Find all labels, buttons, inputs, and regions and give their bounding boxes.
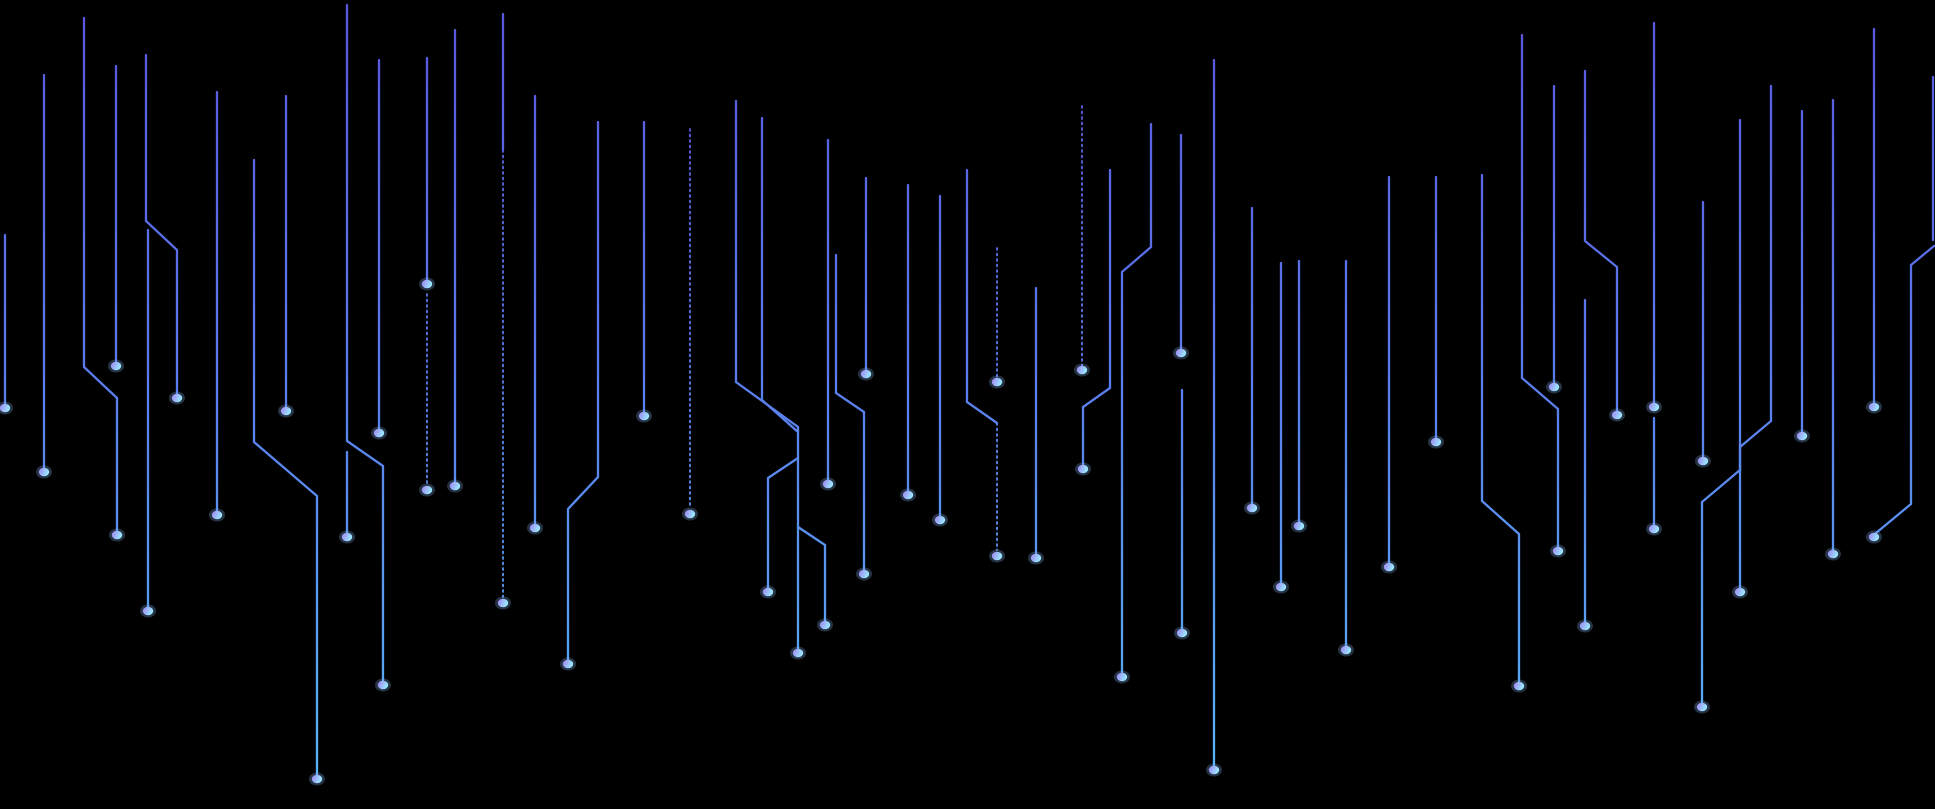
trace-endpoint-dot: [1076, 365, 1088, 375]
trace-endpoint-dot: [822, 479, 834, 489]
circuit-trace: [1874, 244, 1935, 535]
trace-endpoint-dot: [1513, 681, 1525, 691]
trace-endpoint-dot: [1796, 431, 1808, 441]
trace-endpoint-dot: [902, 490, 914, 500]
circuit-trace: [1480, 173, 1521, 684]
trace-endpoint-dot: [991, 551, 1003, 561]
trace-endpoint-dot: [38, 467, 50, 477]
circuit-trace: [1738, 84, 1773, 590]
trace-endpoint-dot: [1868, 402, 1880, 412]
trace-endpoint-dot: [762, 587, 774, 597]
trace-endpoint-dot: [497, 598, 509, 608]
trace-endpoint-dot: [1077, 464, 1089, 474]
trace-endpoint-dot: [421, 485, 433, 495]
trace-endpoint-dot: [562, 659, 574, 669]
trace-endpoint-dot: [1552, 546, 1564, 556]
circuit-trace: [834, 253, 866, 572]
trace-endpoint-dot: [529, 523, 541, 533]
circuit-trace: [566, 120, 600, 662]
trace-endpoint-dot: [1030, 553, 1042, 563]
trace-endpoint-dot: [449, 481, 461, 491]
trace-endpoint-dot: [421, 279, 433, 289]
trace-endpoint-dot: [860, 369, 872, 379]
circuit-trace: [965, 168, 999, 425]
trace-endpoint-dot: [1340, 645, 1352, 655]
trace-endpoint-dot: [1696, 702, 1708, 712]
trace-endpoint-dot: [1579, 621, 1591, 631]
dot-layer: [0, 277, 1882, 786]
trace-endpoint-dot: [280, 406, 292, 416]
trace-endpoint-dot: [638, 411, 650, 421]
circuit-trace: [1120, 122, 1153, 675]
trace-endpoint-dot: [341, 532, 353, 542]
trace-endpoint-dot: [0, 403, 11, 413]
trace-endpoint-dot: [111, 530, 123, 540]
circuit-trace: [1583, 69, 1619, 413]
trace-endpoint-dot: [373, 428, 385, 438]
circuit-trace: [345, 3, 385, 683]
trace-endpoint-dot: [1697, 456, 1709, 466]
circuit-trace: [766, 456, 800, 590]
trace-endpoint-dot: [1246, 503, 1258, 513]
trace-endpoint-dot: [819, 620, 831, 630]
trace-endpoint-dot: [1116, 672, 1128, 682]
trace-endpoint-dot: [934, 515, 946, 525]
trace-endpoint-dot: [792, 648, 804, 658]
trace-endpoint-dot: [1734, 587, 1746, 597]
circuit-trace: [144, 53, 179, 396]
trace-endpoint-dot: [1868, 532, 1880, 542]
trace-endpoint-dot: [110, 361, 122, 371]
circuit-trace: [1700, 118, 1742, 705]
trace-endpoint-dot: [1430, 437, 1442, 447]
trace-endpoint-dot: [1275, 582, 1287, 592]
trace-endpoint-dot: [1293, 521, 1305, 531]
trace-endpoint-dot: [142, 606, 154, 616]
circuit-trace: [760, 116, 800, 434]
trace-endpoint-dot: [1648, 524, 1660, 534]
trace-endpoint-dot: [858, 569, 870, 579]
trace-endpoint-dot: [1648, 402, 1660, 412]
circuit-trace: [796, 525, 827, 623]
trace-endpoint-dot: [1548, 382, 1560, 392]
trace-endpoint-dot: [377, 680, 389, 690]
trace-endpoint-dot: [684, 509, 696, 519]
trace-layer: [3, 3, 1935, 777]
trace-endpoint-dot: [991, 377, 1003, 387]
trace-endpoint-dot: [1175, 348, 1187, 358]
trace-endpoint-dot: [1611, 410, 1623, 420]
trace-endpoint-dot: [1383, 562, 1395, 572]
trace-endpoint-dot: [211, 510, 223, 520]
circuit-trace: [82, 16, 119, 533]
trace-endpoint-dot: [1208, 765, 1220, 775]
trace-endpoint-dot: [1827, 549, 1839, 559]
trace-endpoint-dot: [311, 774, 323, 784]
trace-endpoint-dot: [1176, 628, 1188, 638]
circuit-trace: [252, 158, 319, 777]
circuit-trace: [1081, 168, 1112, 467]
trace-endpoint-dot: [171, 393, 183, 403]
circuit-trace: [1520, 33, 1560, 549]
